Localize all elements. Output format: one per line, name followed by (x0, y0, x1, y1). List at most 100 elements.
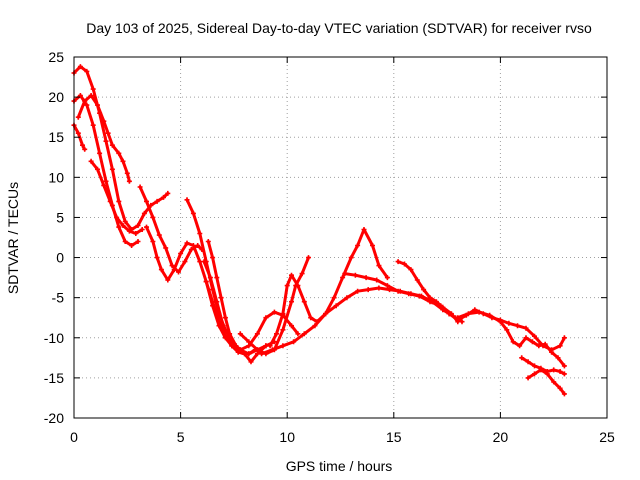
data-point (344, 295, 350, 301)
data-point (88, 93, 94, 98)
data-point (126, 228, 132, 234)
data-point (214, 275, 220, 281)
data-point (476, 309, 482, 315)
data-point (361, 227, 367, 232)
data-point (427, 295, 433, 301)
data-point (184, 240, 190, 246)
data-point (165, 277, 171, 283)
data-point (291, 339, 297, 345)
data-point (116, 224, 122, 230)
data-point (263, 343, 269, 349)
data-point (176, 269, 181, 275)
chart-title: Day 103 of 2025, Sidereal Day-to-day VTE… (86, 20, 592, 36)
data-point (120, 158, 126, 164)
x-axis-label: GPS time / hours (286, 458, 393, 474)
data-point (561, 371, 567, 377)
y-tick-label: -20 (44, 410, 64, 426)
data-point (254, 347, 260, 353)
data-point (205, 239, 211, 244)
axes: 0 5 10 15 20 25 -20 -15 -10 -5 0 5 10 15 20 25 (44, 49, 615, 445)
data-point (561, 363, 567, 369)
data-point (342, 271, 348, 277)
data-point (124, 170, 130, 176)
data-point (103, 138, 109, 144)
data-point (222, 335, 228, 341)
data-point (519, 355, 525, 361)
data-point (190, 243, 196, 248)
data-point (197, 259, 203, 265)
data-point (532, 371, 537, 377)
data-point (348, 255, 354, 261)
data-point (154, 255, 160, 261)
data-point (201, 259, 207, 265)
data-point (80, 142, 85, 148)
data-point (274, 331, 279, 337)
data-point (248, 359, 254, 365)
data-point (103, 178, 109, 184)
data-point (120, 223, 126, 228)
data-point (549, 349, 555, 355)
data-point (280, 343, 286, 349)
data-point (406, 291, 412, 297)
data-point (487, 312, 493, 318)
data-point (536, 343, 542, 349)
data-point (299, 271, 305, 277)
data-point (90, 86, 96, 92)
data-point (207, 275, 213, 281)
y-tick-label: 15 (48, 129, 64, 145)
data-point (101, 182, 107, 188)
data-point (122, 239, 128, 244)
data-point (551, 367, 557, 373)
series-line (72, 123, 87, 151)
data-point (84, 102, 90, 108)
plot-area (71, 64, 567, 397)
data-point (184, 197, 190, 203)
data-point (416, 293, 422, 299)
data-point (97, 150, 103, 156)
data-point (289, 323, 294, 329)
data-series-20 (519, 355, 567, 377)
data-point (116, 150, 122, 156)
data-point (523, 325, 529, 331)
data-point (295, 331, 301, 337)
x-tick-label: 15 (386, 429, 402, 445)
data-point (135, 223, 141, 228)
data-point (165, 190, 171, 196)
data-point (355, 243, 361, 248)
data-point (203, 279, 209, 285)
data-point (523, 335, 529, 341)
data-point (289, 272, 294, 278)
data-point (222, 315, 228, 321)
data-point (156, 232, 162, 238)
x-tick-label: 20 (493, 429, 509, 445)
y-axis-label: SDTVAR / TECUs (5, 182, 21, 294)
data-point (414, 277, 420, 283)
data-point (161, 194, 166, 200)
data-point (506, 320, 512, 326)
data-point (190, 210, 196, 216)
data-point (455, 315, 461, 321)
data-point (139, 227, 145, 232)
data-point (365, 287, 371, 293)
data-point (370, 243, 375, 248)
data-point (280, 327, 286, 333)
data-point (352, 272, 358, 278)
data-point (246, 351, 252, 357)
y-tick-label: -15 (44, 370, 64, 386)
data-point (395, 259, 401, 265)
data-point (210, 303, 216, 309)
data-point (227, 335, 233, 341)
data-point (158, 267, 164, 273)
data-point (289, 299, 294, 305)
data-point (280, 311, 286, 317)
data-point (163, 245, 169, 251)
data-point (525, 359, 531, 365)
plot-frame (73, 56, 608, 419)
data-point (376, 263, 382, 269)
data-point (384, 283, 390, 289)
data-point (107, 198, 113, 204)
x-tick-label: 5 (177, 429, 185, 445)
data-series-1 (71, 64, 171, 232)
data-point (144, 198, 149, 204)
data-point (331, 295, 337, 301)
